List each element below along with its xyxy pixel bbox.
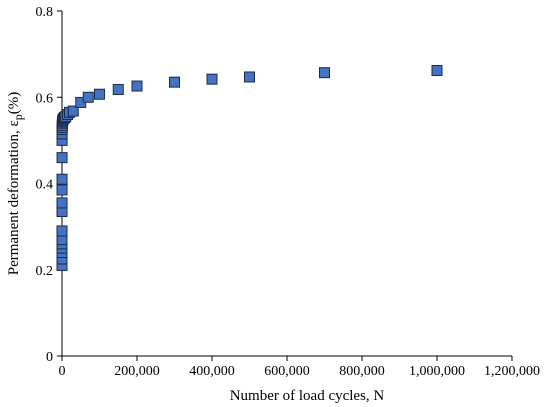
data-point bbox=[112, 83, 124, 95]
x-tick-label: 400,000 bbox=[189, 364, 235, 379]
data-point bbox=[56, 184, 68, 196]
y-tick-label: 0.6 bbox=[36, 91, 54, 106]
data-point bbox=[56, 152, 68, 164]
x-tick-label: 1,000,000 bbox=[409, 364, 465, 379]
data-point bbox=[56, 197, 68, 209]
y-axis-title: Permanent deformation, εp(%) bbox=[6, 92, 25, 276]
y-axis-title-subscript: p bbox=[11, 114, 25, 120]
x-ticks: 0 200,000 400,000 600,000 800,000 1,000,000 1,… bbox=[59, 356, 540, 379]
y-axis-title-main: Permanent deformation, ε bbox=[6, 120, 22, 275]
data-point bbox=[169, 76, 180, 88]
x-axis-title: Number of load cycles, N bbox=[230, 388, 385, 404]
x-tick-label: 0 bbox=[59, 364, 66, 379]
data-points bbox=[56, 65, 443, 271]
data-point bbox=[206, 73, 218, 85]
data-point bbox=[67, 105, 79, 117]
data-point bbox=[319, 67, 330, 79]
y-tick-label: 0.2 bbox=[36, 264, 54, 279]
y-tick-label: 0.4 bbox=[36, 178, 54, 193]
data-point bbox=[82, 91, 94, 103]
y-tick-label: 0 bbox=[46, 350, 53, 365]
data-point bbox=[131, 80, 143, 92]
data-point bbox=[56, 173, 68, 185]
x-tick-label: 200,000 bbox=[114, 364, 160, 379]
x-tick-label: 1,200,000 bbox=[484, 364, 540, 379]
data-point bbox=[56, 225, 68, 237]
data-point bbox=[431, 65, 443, 77]
data-point bbox=[94, 88, 105, 100]
x-tick-label: 800,000 bbox=[339, 364, 385, 379]
axes bbox=[61, 11, 512, 357]
y-axis-title-suffix: (%) bbox=[6, 92, 22, 115]
data-point bbox=[244, 71, 255, 83]
x-tick-label: 600,000 bbox=[264, 364, 310, 379]
y-tick-label: 0.8 bbox=[36, 5, 54, 20]
